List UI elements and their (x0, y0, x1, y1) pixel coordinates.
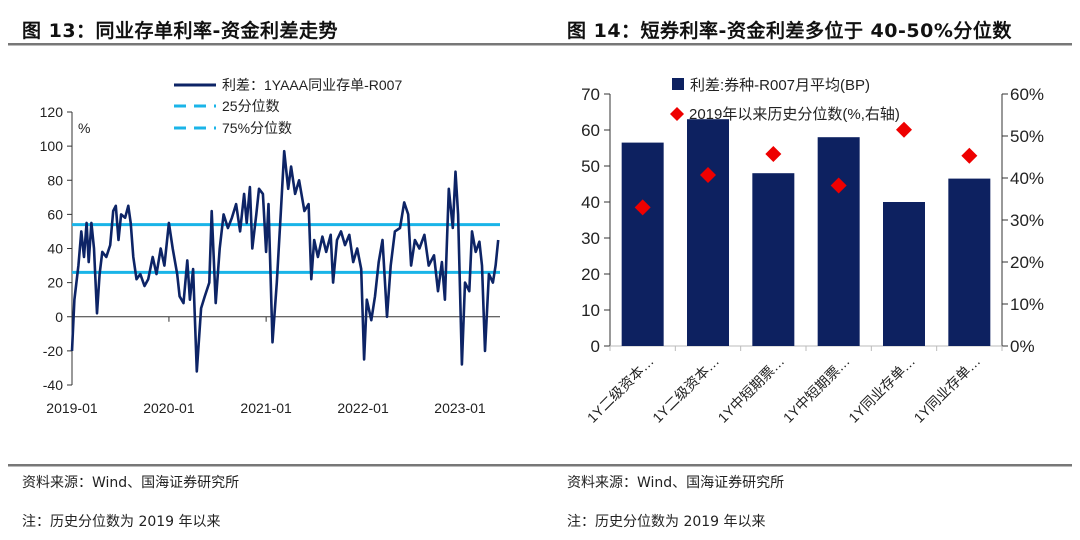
bar (752, 173, 795, 346)
right-source: 资料来源：Wind、国海证券研究所 (567, 475, 785, 491)
x-tick-label: 1Y二级资本… (649, 353, 722, 426)
right-note: 注：历史分位数为 2019 年以来 (567, 514, 766, 530)
legend-label-p25: 25分位数 (222, 98, 280, 114)
percentile-marker (765, 146, 782, 163)
y-tick-label: 80 (47, 172, 63, 188)
x-tick-label: 2023-01 (434, 400, 486, 416)
y-tick-label: 60 (581, 121, 600, 140)
y-tick-label: 0 (591, 337, 600, 356)
bar (883, 202, 925, 346)
x-tick-label: 2020-01 (143, 400, 195, 416)
x-tick-label: 1Y中短期票… (715, 353, 788, 426)
y-tick-label: 40 (47, 241, 63, 257)
legend-label-bars: 利差:券种-R007月平均(BP) (690, 77, 870, 94)
bar (687, 119, 729, 346)
left-source: 资料来源：Wind、国海证券研究所 (22, 475, 240, 491)
y-axis-unit: % (78, 120, 90, 136)
x-tick-label: 2022-01 (337, 400, 389, 416)
percentile-marker (700, 167, 716, 184)
percentile-marker (830, 177, 847, 194)
percentile-marker (896, 121, 912, 138)
y-tick-label: 60 (47, 206, 63, 222)
y-tick-label: 120 (40, 104, 64, 120)
legend-label-p75: 75%分位数 (222, 120, 292, 136)
y2-tick-label: 50% (1010, 127, 1044, 146)
y-tick-label: 20 (47, 275, 63, 291)
bar (817, 137, 860, 346)
y2-tick-label: 40% (1010, 169, 1044, 188)
y-tick-label: 0 (55, 309, 63, 325)
y-tick-label: 20 (581, 265, 600, 284)
x-tick-label: 1Y中短期票… (780, 353, 853, 426)
y-tick-label: -40 (43, 377, 63, 393)
left-figure-title: 图 13：同业存单利率-资金利差走势 (22, 20, 338, 42)
y-tick-label: 10 (581, 301, 600, 320)
y2-tick-label: 30% (1010, 211, 1044, 230)
x-tick-label: 1Y同业存单… (911, 353, 984, 426)
bottom-divider (8, 464, 1072, 467)
right-figure-title: 图 14：短券利率-资金利差多位于 40-50%分位数 (567, 20, 1012, 42)
y-tick-label: -20 (43, 343, 63, 359)
top-divider (8, 43, 1072, 46)
y2-tick-label: 60% (1010, 85, 1044, 104)
y2-tick-label: 20% (1010, 253, 1044, 272)
legend-swatch-bars (672, 78, 684, 90)
y-tick-label: 40 (581, 193, 600, 212)
percentile-marker (634, 199, 651, 216)
legend-label-markers: 2019年以来历史分位数(%,右轴) (689, 106, 900, 123)
y-tick-label: 30 (581, 229, 600, 248)
legend-swatch-markers (670, 107, 684, 121)
spread-line (70, 149, 500, 373)
x-tick-label: 1Y二级资本… (584, 353, 657, 426)
percentile-marker (961, 147, 978, 164)
bar (948, 178, 991, 346)
y2-tick-label: 10% (1010, 295, 1044, 314)
x-tick-label: 2019-01 (46, 400, 98, 416)
bar-chart: 0 10 20 30 40 50 60 70 0% 10% 20% 30% 40% 50% 60% 1Y二级资… (581, 77, 1044, 426)
left-note: 注：历史分位数为 2019 年以来 (22, 514, 221, 530)
bar (621, 142, 664, 346)
legend-label-spread: 利差：1YAAA同业存单-R007 (222, 77, 402, 93)
y2-tick-label: 0% (1010, 337, 1035, 356)
x-tick-label: 2021-01 (240, 400, 292, 416)
y-tick-label: 70 (581, 85, 600, 104)
y-tick-label: 50 (581, 157, 600, 176)
x-tick-label: 1Y同业存单… (845, 353, 918, 426)
y-tick-label: 100 (40, 138, 64, 154)
line-chart: -40 -20 0 20 40 60 80 100 120% 2019-01 2020-01 2021… (40, 77, 500, 416)
